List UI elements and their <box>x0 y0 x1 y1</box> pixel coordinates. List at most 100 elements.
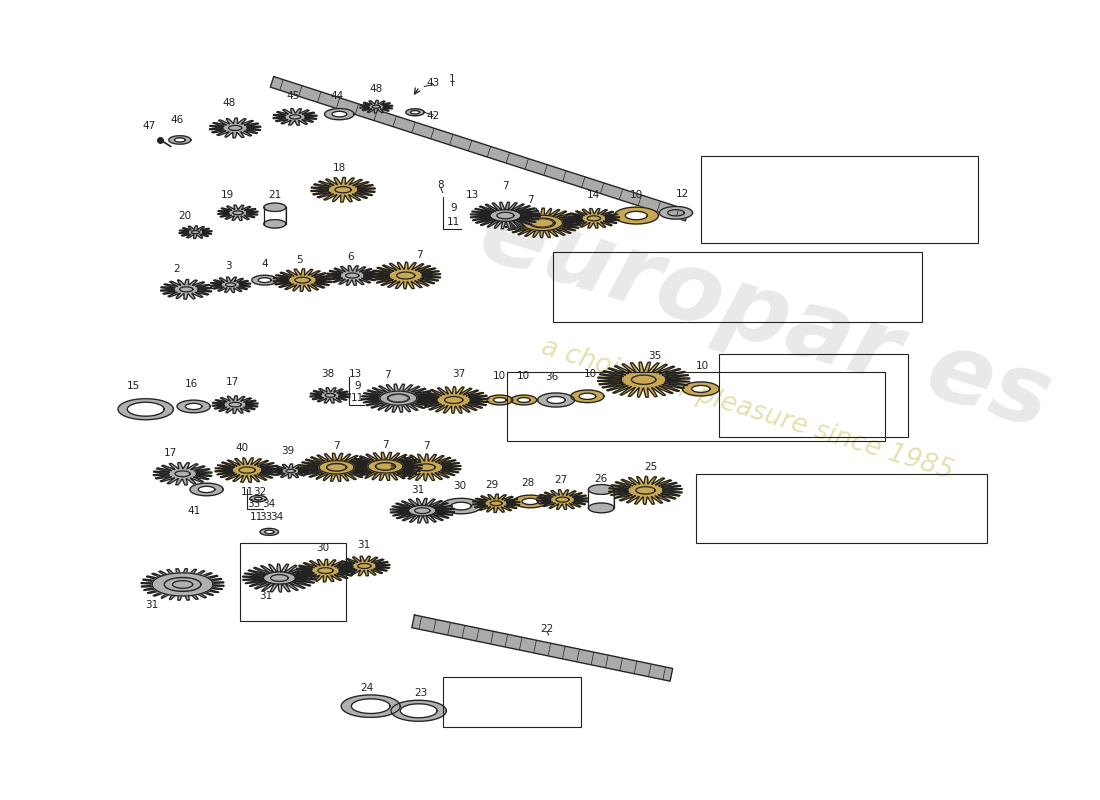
Text: 7: 7 <box>384 370 390 380</box>
Polygon shape <box>368 460 403 473</box>
Polygon shape <box>272 464 309 478</box>
Text: 44: 44 <box>330 90 343 101</box>
Text: 19: 19 <box>221 190 234 200</box>
Bar <box>696 474 987 543</box>
Polygon shape <box>218 205 258 221</box>
Polygon shape <box>296 559 355 582</box>
Polygon shape <box>250 495 266 502</box>
Polygon shape <box>273 109 317 126</box>
Polygon shape <box>522 215 562 230</box>
Text: 8: 8 <box>438 180 444 190</box>
Text: 9: 9 <box>354 381 361 391</box>
Text: 13: 13 <box>465 190 478 200</box>
Polygon shape <box>141 569 224 600</box>
Polygon shape <box>153 462 212 485</box>
Polygon shape <box>210 277 251 292</box>
Bar <box>240 543 345 622</box>
Text: 7: 7 <box>502 181 508 191</box>
Text: 18: 18 <box>332 162 346 173</box>
Text: 31: 31 <box>145 600 158 610</box>
Text: 31: 31 <box>411 486 425 495</box>
Polygon shape <box>608 476 682 504</box>
Text: 20: 20 <box>178 210 191 221</box>
Polygon shape <box>588 485 614 513</box>
Polygon shape <box>264 203 286 228</box>
Text: 22: 22 <box>540 624 553 634</box>
Text: 7: 7 <box>382 440 388 450</box>
Text: 35: 35 <box>648 350 661 361</box>
Polygon shape <box>179 226 212 238</box>
Polygon shape <box>339 556 390 576</box>
Polygon shape <box>209 118 261 138</box>
Text: 2: 2 <box>174 264 180 274</box>
Polygon shape <box>260 528 278 535</box>
Polygon shape <box>152 573 213 596</box>
Text: 46: 46 <box>170 114 184 125</box>
Bar <box>701 156 978 243</box>
Text: 31: 31 <box>258 590 272 601</box>
Polygon shape <box>504 208 581 238</box>
Text: 7: 7 <box>333 441 340 451</box>
Polygon shape <box>471 202 540 229</box>
Polygon shape <box>300 454 373 482</box>
Text: 42: 42 <box>427 111 440 121</box>
Text: 37: 37 <box>452 369 466 379</box>
Text: 45: 45 <box>287 90 300 101</box>
Text: 43: 43 <box>427 78 440 88</box>
Polygon shape <box>177 400 210 413</box>
Text: 32: 32 <box>253 487 266 498</box>
Polygon shape <box>406 109 425 116</box>
Polygon shape <box>161 279 212 299</box>
Text: 11: 11 <box>351 393 364 403</box>
Text: 21: 21 <box>268 190 282 200</box>
Polygon shape <box>324 109 354 120</box>
Polygon shape <box>243 564 316 592</box>
Text: 34: 34 <box>263 499 276 510</box>
Text: 48: 48 <box>370 84 383 94</box>
Text: 11: 11 <box>447 217 460 227</box>
Polygon shape <box>682 382 719 396</box>
Text: 30: 30 <box>453 481 465 490</box>
Polygon shape <box>487 395 513 405</box>
Polygon shape <box>537 490 588 510</box>
Text: 11: 11 <box>250 512 263 522</box>
Text: 15: 15 <box>128 381 141 391</box>
Text: 7: 7 <box>527 195 534 205</box>
Text: 40: 40 <box>235 443 249 453</box>
Text: 13: 13 <box>349 369 362 379</box>
Polygon shape <box>419 386 488 414</box>
Bar <box>507 372 886 442</box>
Polygon shape <box>319 461 354 474</box>
Polygon shape <box>212 396 258 414</box>
Polygon shape <box>214 458 279 482</box>
Text: 48: 48 <box>222 98 235 108</box>
Text: 10: 10 <box>696 361 710 371</box>
Text: 6: 6 <box>348 252 354 262</box>
Text: 10: 10 <box>517 371 530 381</box>
Polygon shape <box>390 498 454 523</box>
Polygon shape <box>568 209 619 228</box>
Polygon shape <box>168 136 191 144</box>
Polygon shape <box>472 494 520 512</box>
Polygon shape <box>659 206 693 219</box>
Text: 1: 1 <box>449 74 455 84</box>
Text: 25: 25 <box>645 462 658 472</box>
Text: 31: 31 <box>358 540 371 550</box>
Text: 29: 29 <box>485 480 498 490</box>
Polygon shape <box>349 453 422 480</box>
Text: 10: 10 <box>629 190 642 200</box>
Bar <box>553 253 922 322</box>
Polygon shape <box>538 393 574 407</box>
Polygon shape <box>327 266 378 286</box>
Text: 4: 4 <box>262 258 268 269</box>
Text: 14: 14 <box>587 190 601 200</box>
Polygon shape <box>362 384 436 412</box>
Text: 24: 24 <box>361 682 374 693</box>
Text: 17: 17 <box>164 449 177 458</box>
Polygon shape <box>273 269 332 291</box>
Text: europar es: europar es <box>470 186 1062 448</box>
Text: 11: 11 <box>241 487 254 498</box>
Polygon shape <box>514 495 547 508</box>
Text: 26: 26 <box>595 474 608 484</box>
Text: 5: 5 <box>296 255 303 265</box>
